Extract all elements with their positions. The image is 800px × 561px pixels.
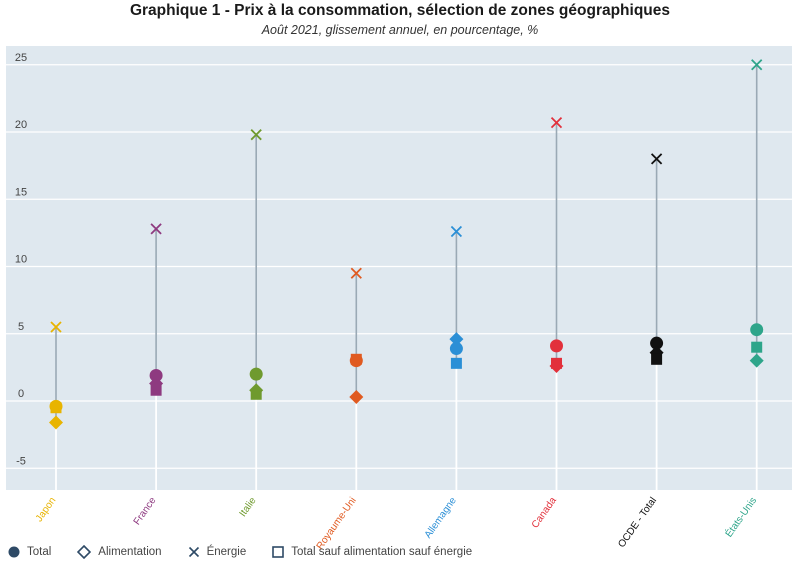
point-energie <box>550 116 563 129</box>
point-alimentation <box>449 332 464 347</box>
y-tick-label: 0 <box>18 388 24 400</box>
point-total <box>650 336 664 350</box>
point-energie <box>50 321 62 333</box>
point-core <box>50 402 62 414</box>
point-total <box>449 342 463 356</box>
point-energie <box>250 129 262 141</box>
legend-item-alimentation[interactable]: Alimentation <box>77 545 162 559</box>
point-alimentation <box>749 353 764 368</box>
point-core <box>751 341 763 353</box>
x-category-label: OCDE - Total <box>616 495 659 549</box>
point-energie <box>650 153 663 165</box>
y-tick-label: 15 <box>15 186 27 198</box>
chart-title: Graphique 1 - Prix à la consommation, sé… <box>129 2 671 19</box>
point-total <box>750 323 764 337</box>
legend: Total Alimentation Énergie Total sauf al… <box>8 543 498 561</box>
legend-marker-square <box>272 546 285 558</box>
legend-item-total[interactable]: Total <box>8 546 51 558</box>
legend-item-core[interactable]: Total sauf alimentation sauf énergie <box>272 546 472 558</box>
y-tick-label: 20 <box>15 119 27 131</box>
legend-label-energie: Énergie <box>206 546 247 558</box>
point-alimentation <box>349 389 364 404</box>
point-total <box>149 368 163 382</box>
point-total <box>550 339 563 353</box>
legend-label-alimentation: Alimentation <box>98 546 162 558</box>
y-tick-label: -5 <box>16 455 26 467</box>
point-core <box>651 353 663 365</box>
y-tick-label: 25 <box>15 52 27 64</box>
x-category-label: Canada <box>530 495 559 530</box>
point-core <box>450 357 462 369</box>
point-energie <box>751 59 763 71</box>
plot-background <box>6 46 792 490</box>
legend-item-energie[interactable]: Énergie <box>188 546 247 558</box>
legend-marker-diamond <box>77 545 92 559</box>
point-core <box>551 357 562 369</box>
x-category-label: États-Unis <box>722 494 759 539</box>
legend-label-core: Total sauf alimentation sauf énergie <box>291 546 473 558</box>
x-category-label: Italie <box>238 495 259 519</box>
point-core <box>250 388 262 400</box>
y-tick-label: 10 <box>15 254 27 266</box>
point-core <box>150 384 162 396</box>
point-core <box>350 353 362 365</box>
point-alimentation <box>49 415 63 430</box>
legend-label-total: Total <box>27 546 52 558</box>
point-energie <box>350 267 362 279</box>
legend-marker-x <box>188 546 199 558</box>
chart-subtitle: Août 2021, glissement annuel, en pourcen… <box>261 23 539 37</box>
x-category-label: Japon <box>34 495 59 524</box>
x-category-label: Allemagne <box>423 495 459 540</box>
y-tick-label: 5 <box>18 321 24 333</box>
point-energie <box>150 223 162 235</box>
point-total <box>249 367 263 381</box>
point-energie <box>450 225 463 238</box>
legend-marker-circle <box>8 546 20 558</box>
x-category-label: France <box>132 495 159 527</box>
